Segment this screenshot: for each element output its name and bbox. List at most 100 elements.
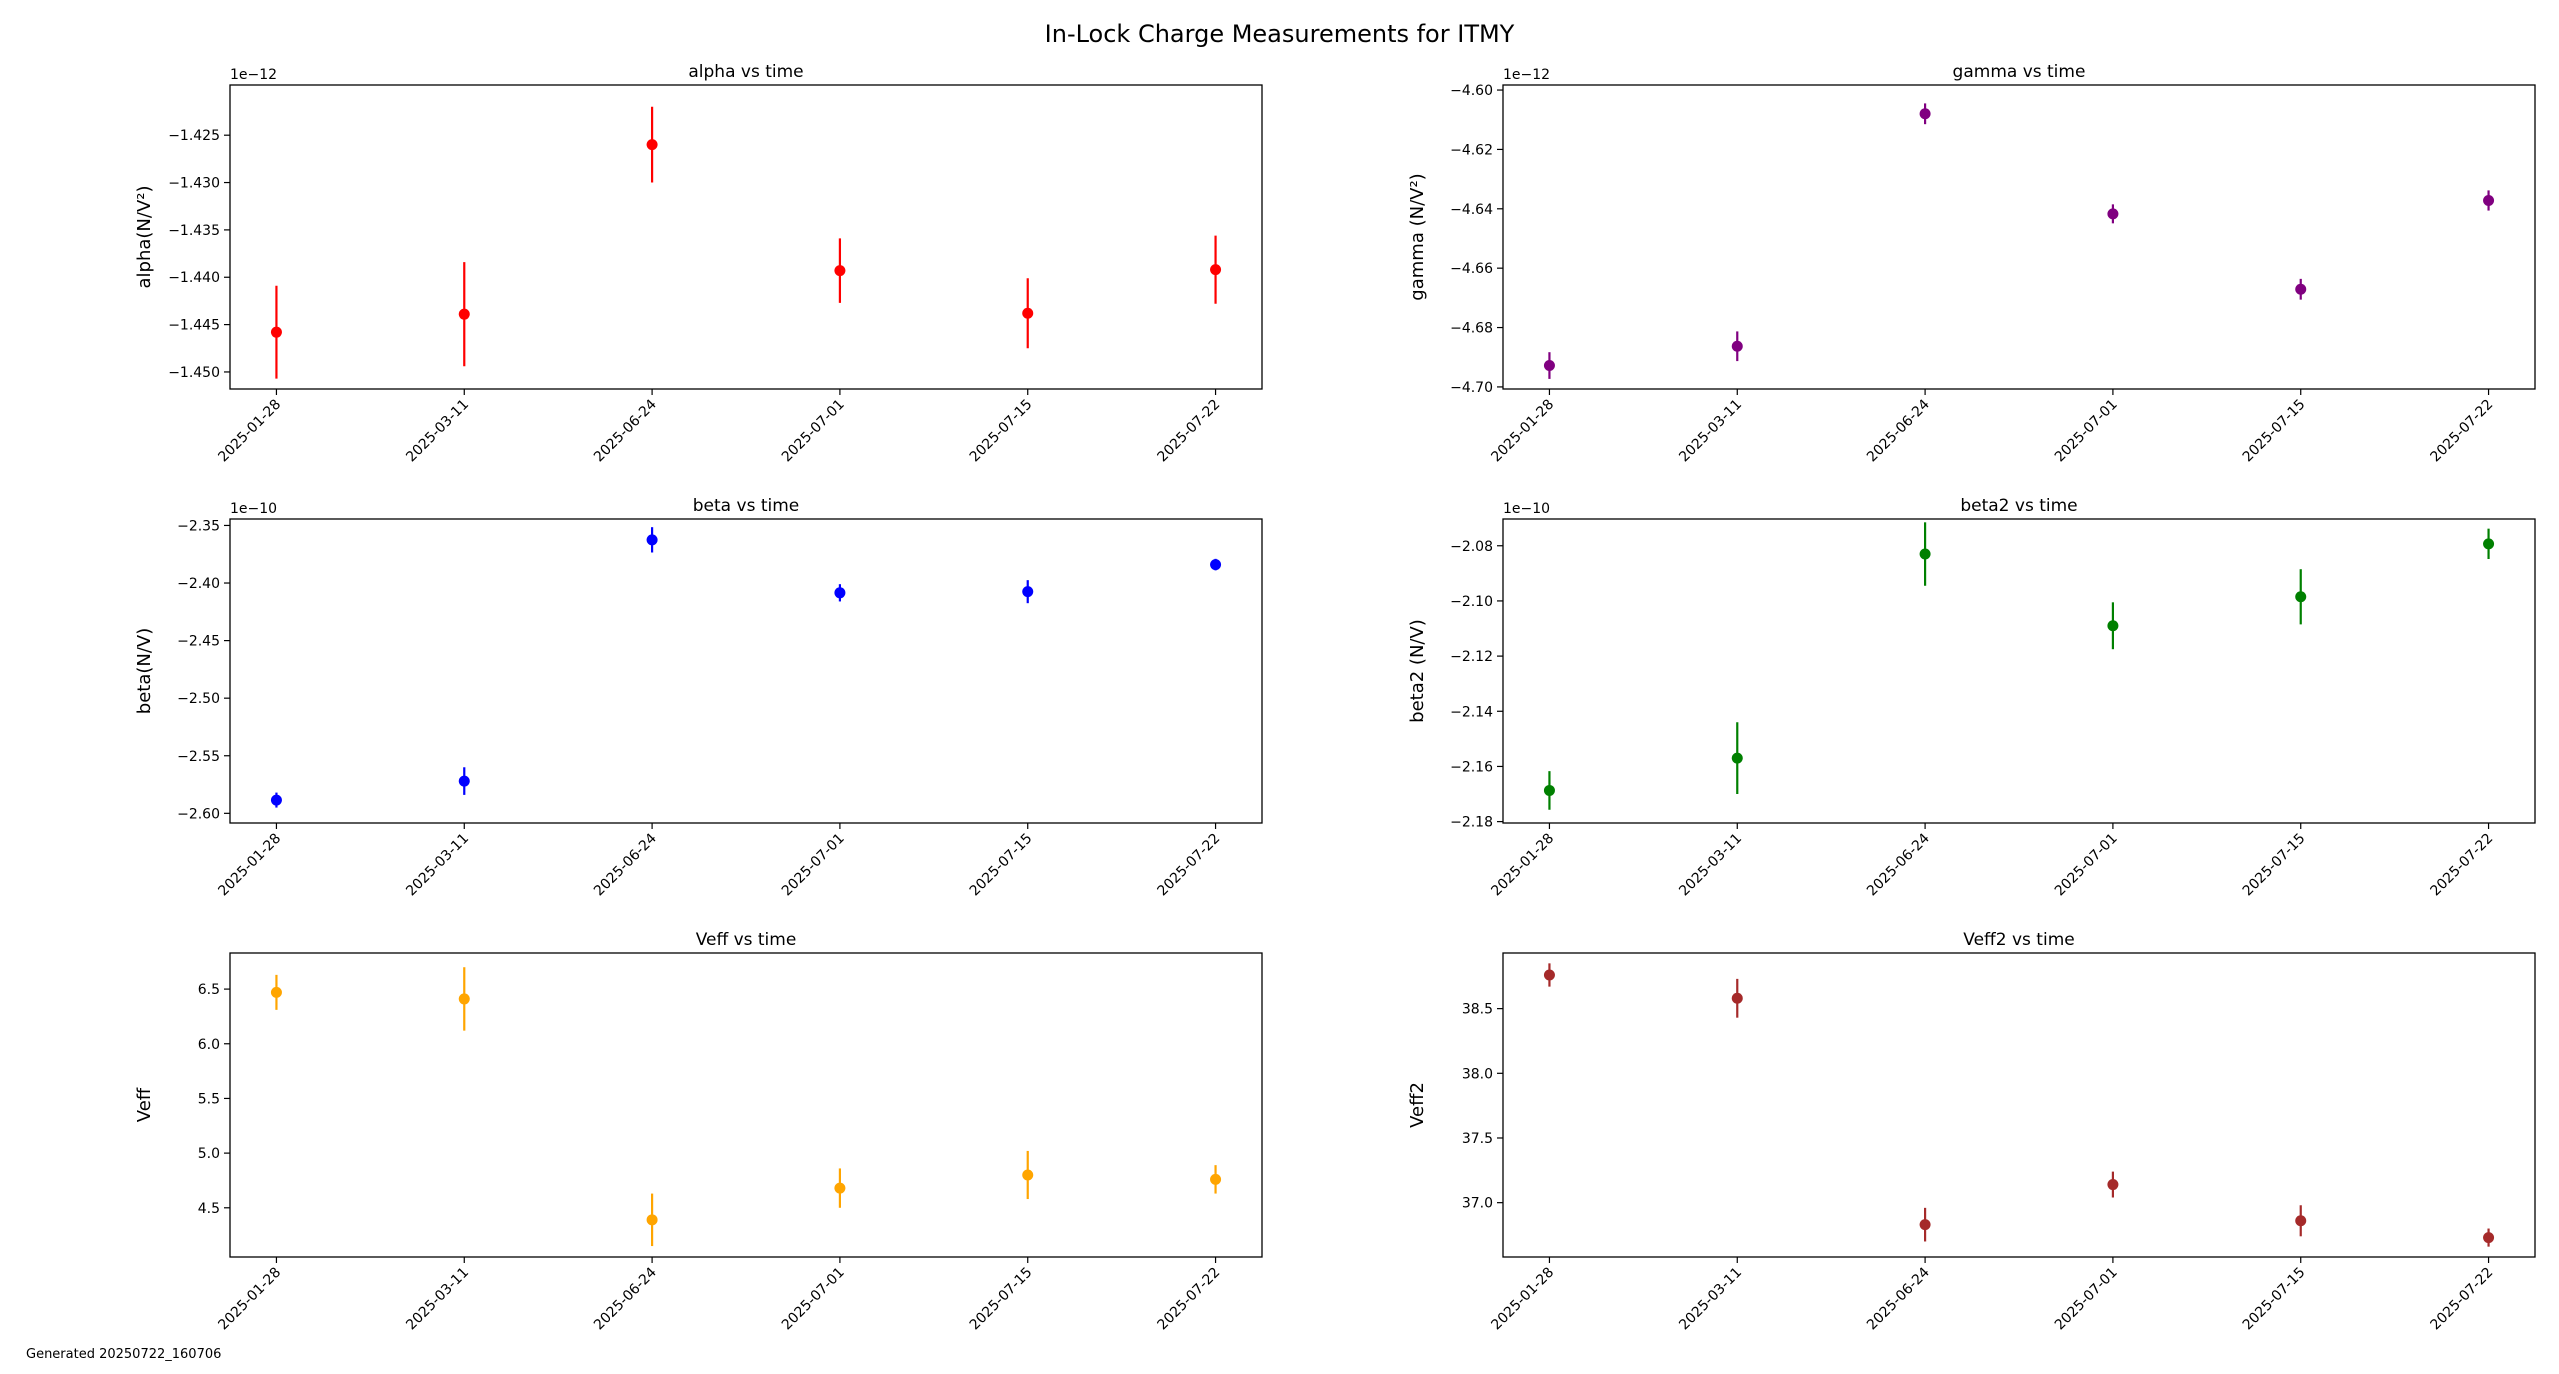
x-tick-label: 2025-07-01: [779, 831, 848, 900]
data-point: [834, 1182, 846, 1194]
y-tick-label: 38.0: [1462, 1066, 1493, 1082]
axis-offset-label: 1e−12: [1503, 67, 1550, 83]
data-point: [1919, 108, 1931, 120]
chart-panel-6: Veff2 vs time 37.0 37.5 38.0 38.5 Veff2 2025-0…: [1407, 930, 2536, 1334]
x-tick-label: 2025-07-01: [779, 397, 848, 466]
y-tick-label: 37.5: [1462, 1131, 1493, 1147]
data-point: [1919, 548, 1931, 560]
data-point: [1543, 969, 1555, 981]
data-point: [1022, 307, 1034, 319]
y-axis-label: alpha(N/V²): [134, 186, 155, 289]
data-point: [646, 139, 658, 151]
x-tick-label: 2025-06-24: [591, 396, 660, 465]
plot-frame: [229, 952, 1263, 1258]
y-tick-label: −2.16: [1450, 759, 1493, 775]
chart-title: Veff vs time: [696, 930, 797, 950]
y-tick-label: −1.435: [168, 223, 220, 239]
y-axis-label: gamma (N/V²): [1407, 173, 1428, 300]
data-point: [2483, 1232, 2495, 1244]
chart-title: beta2 vs time: [1960, 496, 2077, 516]
x-tick-label: 2025-07-15: [967, 1265, 1036, 1334]
y-tick-label: −1.430: [168, 176, 220, 192]
x-tick-label: 2025-07-22: [2428, 397, 2497, 466]
x-tick-label: 2025-01-28: [215, 397, 284, 466]
chart-title: alpha vs time: [688, 62, 803, 82]
x-tick-label: 2025-07-15: [967, 397, 1036, 466]
x-tick-label: 2025-06-24: [1864, 1264, 1933, 1333]
x-tick-label: 2025-03-11: [1676, 831, 1745, 900]
x-tick-label: 2025-07-01: [2052, 397, 2121, 466]
axis-offset-label: 1e−12: [230, 67, 277, 83]
chart-title: beta vs time: [693, 496, 799, 516]
y-tick-label: 37.0: [1462, 1196, 1493, 1212]
x-tick-label: 2025-03-11: [403, 1265, 472, 1334]
data-point: [1210, 264, 1222, 276]
x-tick-label: 2025-07-15: [967, 831, 1036, 900]
y-tick-label: −2.55: [177, 749, 220, 765]
data-point: [2107, 620, 2119, 632]
y-tick-label: −2.10: [1450, 594, 1493, 610]
data-point: [1731, 992, 1743, 1004]
y-tick-label: −1.450: [168, 365, 220, 381]
y-tick-label: 4.5: [198, 1201, 220, 1217]
x-tick-label: 2025-07-22: [2428, 831, 2497, 900]
data-point: [2295, 1215, 2307, 1227]
data-point: [458, 775, 470, 787]
chart-panel-4: beta2 vs time 1e−10 −2.18 −2.16 −2.14 −2.12 −2…: [1407, 496, 2536, 900]
chart-panel-5: Veff vs time 4.5 5.0 5.5 6.0 6.5 Veff 2025-01-2…: [134, 930, 1263, 1334]
y-tick-label: 38.5: [1462, 1002, 1493, 1018]
y-tick-label: −4.66: [1450, 261, 1493, 277]
y-tick-label: −4.62: [1450, 142, 1493, 158]
data-point: [646, 1214, 658, 1226]
y-tick-label: −2.18: [1450, 815, 1493, 831]
y-tick-label: 6.5: [198, 982, 220, 998]
data-point: [1731, 340, 1743, 352]
x-tick-label: 2025-07-22: [1155, 1265, 1224, 1334]
y-tick-label: −2.45: [177, 634, 220, 650]
data-point: [2107, 1179, 2119, 1191]
x-tick-label: 2025-07-15: [2240, 831, 2309, 900]
chart-title: gamma vs time: [1953, 62, 2086, 82]
data-point: [1919, 1219, 1931, 1231]
x-tick-label: 2025-01-28: [215, 831, 284, 900]
data-point: [458, 993, 470, 1005]
plot-frame: [1502, 518, 2536, 824]
x-tick-label: 2025-07-22: [2428, 1265, 2497, 1334]
y-tick-label: −4.60: [1450, 83, 1493, 99]
data-point: [2483, 538, 2495, 550]
data-point: [458, 308, 470, 320]
data-point: [2295, 591, 2307, 603]
data-point: [834, 587, 846, 599]
data-point: [1543, 784, 1555, 796]
plot-frame: [1502, 84, 2536, 390]
data-point: [834, 265, 846, 277]
data-point: [1543, 360, 1555, 372]
y-tick-label: −2.60: [177, 806, 220, 822]
chart-title: Veff2 vs time: [1963, 930, 2074, 950]
y-tick-label: −1.445: [168, 318, 220, 334]
y-tick-label: −2.35: [177, 518, 220, 534]
x-tick-label: 2025-03-11: [1676, 397, 1745, 466]
chart-panel-3: beta vs time 1e−10 −2.60 −2.55 −2.50 −2.45 −2.…: [134, 496, 1263, 900]
x-tick-label: 2025-01-28: [215, 1265, 284, 1334]
data-point: [1210, 1173, 1222, 1185]
y-tick-label: −4.70: [1450, 380, 1493, 396]
plot-frame: [229, 84, 1263, 390]
y-axis-label: Veff2: [1407, 1082, 1428, 1128]
chart-panel-1: alpha vs time 1e−12 −1.450 −1.445 −1.440 −1.4…: [134, 62, 1263, 466]
data-point: [2107, 208, 2119, 220]
x-tick-label: 2025-07-15: [2240, 397, 2309, 466]
x-tick-label: 2025-07-15: [2240, 1265, 2309, 1334]
data-point: [646, 534, 658, 546]
y-tick-label: 5.5: [198, 1091, 220, 1107]
data-point: [2295, 283, 2307, 295]
y-tick-label: −1.425: [168, 128, 220, 144]
y-tick-label: −4.68: [1450, 321, 1493, 337]
y-tick-label: −2.40: [177, 576, 220, 592]
y-tick-label: 6.0: [198, 1037, 220, 1053]
y-tick-label: −2.08: [1450, 539, 1493, 555]
data-point: [1022, 586, 1034, 598]
data-point: [270, 794, 282, 806]
x-tick-label: 2025-07-01: [779, 1265, 848, 1334]
